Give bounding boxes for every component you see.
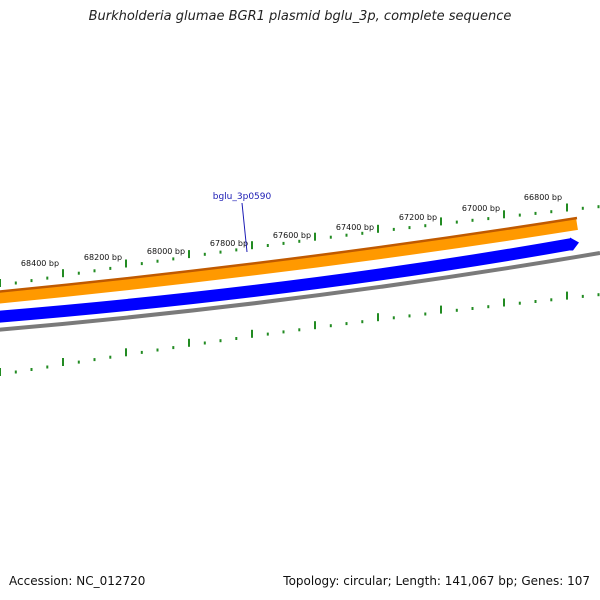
tick-label-group: 68400 bp 68200 bp 68000 bp 67800 bp 6760…: [21, 193, 562, 268]
tick-label-67000: 67000 bp: [462, 204, 500, 213]
orange-feature-track[interactable]: [0, 218, 578, 304]
tick-label-67600: 67600 bp: [273, 231, 311, 240]
blue-gene-arrowhead[interactable]: [570, 237, 579, 251]
blue-gene-track[interactable]: [0, 238, 574, 323]
backbone-line: [0, 251, 600, 332]
gene-leader-line: [241, 202, 248, 253]
accession-text: Accession: NC_012720: [9, 574, 146, 588]
summary-text: Topology: circular; Length: 141,067 bp; …: [283, 574, 590, 588]
map-title: Burkholderia glumae BGR1 plasmid bglu_3p…: [88, 9, 512, 24]
tick-label-68400: 68400 bp: [21, 259, 59, 268]
tick-label-68200: 68200 bp: [84, 253, 122, 262]
tick-label-66800: 66800 bp: [524, 193, 562, 202]
tick-label-68000: 68000 bp: [147, 247, 185, 256]
orange-feature-edge: [0, 216, 578, 293]
gene-label[interactable]: bglu_3p0590: [213, 192, 272, 202]
tick-label-67800: 67800 bp: [210, 239, 248, 248]
inner-tick-ring: [0, 291, 600, 376]
tick-label-67400: 67400 bp: [336, 223, 374, 232]
tick-label-67200: 67200 bp: [399, 213, 437, 222]
outer-tick-ring: [0, 203, 600, 287]
